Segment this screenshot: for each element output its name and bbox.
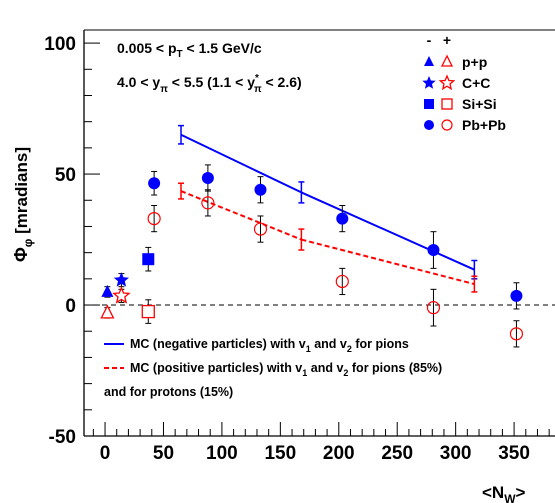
y-tick-label: 50 bbox=[55, 165, 76, 186]
x-tick-label: 200 bbox=[323, 443, 355, 464]
positive-pbpb-point bbox=[201, 196, 215, 210]
mc-negative-line-segment bbox=[180, 133, 302, 194]
x-axis-title: <NW> bbox=[482, 483, 526, 503]
mc-legend-text: MC (positive particles) with v1 and v2 f… bbox=[130, 361, 442, 378]
negative-pp-point bbox=[101, 284, 114, 297]
legend-label-star: C+C bbox=[462, 75, 490, 91]
negative-pbpb-point bbox=[148, 177, 161, 190]
negative-pbpb-point bbox=[510, 289, 523, 302]
mc-legend-text: MC (negative particles) with v1 and v2 f… bbox=[130, 337, 409, 354]
x-tick-label: 300 bbox=[440, 443, 472, 464]
legend-negative-triangle-marker bbox=[424, 56, 434, 66]
y-axis-title: Φφ [mradians] bbox=[11, 147, 35, 262]
annotation-y-range: 4.0 < yπ < 5.5 (1.1 < y* π < 2.6) bbox=[117, 73, 302, 95]
y-tick-label: 100 bbox=[44, 34, 76, 55]
legend-positive-square-marker bbox=[441, 98, 453, 110]
legend-header-plus: + bbox=[443, 32, 451, 48]
y-tick-label: -50 bbox=[49, 427, 76, 448]
legend-positive-circle-marker bbox=[441, 119, 453, 131]
x-tick-label: 0 bbox=[100, 443, 111, 464]
x-tick-label: 250 bbox=[381, 443, 413, 464]
negative-sisi-point bbox=[142, 253, 155, 266]
legend-negative-square-marker bbox=[424, 99, 434, 109]
positive-pbpb-point bbox=[426, 301, 441, 315]
x-tick-label: 50 bbox=[153, 443, 174, 464]
legend-negative-circle-marker bbox=[424, 120, 434, 130]
legend-negative-star-marker bbox=[422, 76, 436, 89]
x-tick-label: 100 bbox=[206, 443, 238, 464]
positive-pbpb-point bbox=[147, 211, 161, 226]
legend-header-minus: - bbox=[427, 32, 432, 48]
positive-pbpb-point bbox=[253, 222, 268, 236]
negative-pbpb-point bbox=[201, 171, 214, 184]
negative-pbpb-point bbox=[336, 212, 349, 225]
annotation-pt-range: 0.005 < pT < 1.5 GeV/c bbox=[117, 40, 262, 60]
legend-positive-star-marker bbox=[438, 74, 456, 91]
legend-label-triangle: p+p bbox=[462, 54, 487, 70]
negative-pbpb-point bbox=[427, 244, 440, 257]
y-tick-label: 0 bbox=[65, 296, 76, 317]
mc-positive-line-segment bbox=[180, 190, 302, 241]
negative-cc-point bbox=[113, 272, 129, 287]
positive-pbpb-point bbox=[509, 327, 524, 341]
mc-positive-line-segment bbox=[301, 238, 475, 286]
positive-cc-point bbox=[112, 286, 131, 304]
positive-sisi-point bbox=[141, 304, 155, 319]
legend-label-circle: Pb+Pb bbox=[462, 117, 506, 133]
mc-legend-text: and for protons (15%) bbox=[104, 385, 233, 399]
mc-negative-line-segment bbox=[300, 191, 475, 271]
positive-pbpb-point bbox=[335, 274, 349, 289]
x-tick-label: 150 bbox=[264, 443, 296, 464]
negative-pbpb-point bbox=[254, 183, 267, 196]
legend-positive-triangle-marker bbox=[440, 54, 454, 67]
legend-label-square: Si+Si bbox=[462, 96, 497, 112]
x-tick-label: 350 bbox=[498, 443, 530, 464]
positive-pp-point bbox=[100, 304, 115, 319]
